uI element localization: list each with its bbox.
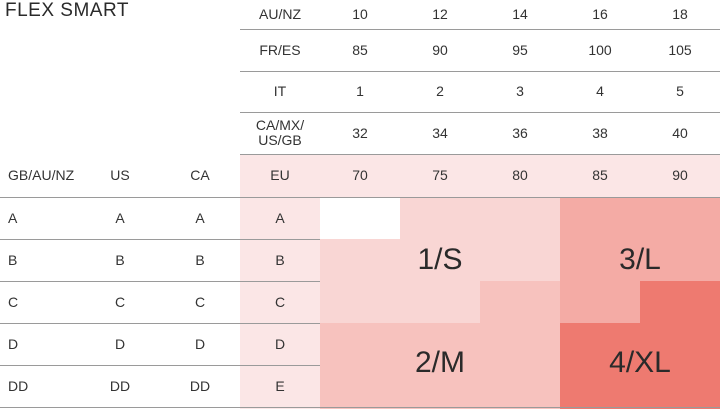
divider xyxy=(0,407,720,408)
cup-gb: A xyxy=(8,209,18,226)
divider xyxy=(240,154,720,155)
cup-gb: B xyxy=(8,251,18,268)
divider xyxy=(0,323,320,324)
size-label-m: 2/M xyxy=(414,346,465,379)
cup-eu: C xyxy=(274,293,286,310)
cup-ca: B xyxy=(195,251,205,268)
cup-eu: A xyxy=(275,209,285,226)
band-value: 95 xyxy=(512,41,528,58)
band-value: 38 xyxy=(592,124,608,141)
divider xyxy=(240,71,720,72)
band-value: 5 xyxy=(676,83,684,99)
band-value: 2 xyxy=(436,83,444,99)
band-value: 90 xyxy=(672,167,688,183)
eu-column-background xyxy=(240,197,320,409)
cup-header-us: US xyxy=(110,167,130,183)
cup-ca: D xyxy=(194,335,206,352)
band-value: 36 xyxy=(512,124,528,141)
divider xyxy=(240,29,720,30)
cup-ca: DD xyxy=(189,377,211,394)
band-value: 3 xyxy=(516,83,524,99)
band-value: 32 xyxy=(352,124,368,141)
cup-us: D xyxy=(114,335,126,352)
size-l-dark-block xyxy=(640,281,720,323)
size-label-xl: 4/XL xyxy=(609,346,671,379)
cup-header-ca: CA xyxy=(190,167,210,183)
band-value: 12 xyxy=(432,6,448,22)
cup-us: B xyxy=(115,251,125,268)
band-value: 4 xyxy=(596,83,604,99)
cup-ca: A xyxy=(195,209,205,226)
band-value: 34 xyxy=(432,124,448,141)
band-value: 90 xyxy=(432,41,448,58)
cup-ca: C xyxy=(194,293,206,310)
divider xyxy=(0,365,320,366)
size-label-l: 3/L xyxy=(619,243,661,276)
divider xyxy=(0,281,320,282)
band-value: 40 xyxy=(672,124,688,141)
cup-eu: E xyxy=(275,377,285,394)
size-mid-block xyxy=(480,281,560,323)
band-label-fr-es: FR/ES xyxy=(259,41,301,58)
band-label-au-nz: AU/NZ xyxy=(259,6,301,22)
cup-us: C xyxy=(114,293,126,310)
cup-us: A xyxy=(115,209,125,226)
cup-gb: D xyxy=(8,335,19,352)
size-label-s: 1/S xyxy=(417,243,463,276)
band-value: 85 xyxy=(592,167,608,183)
size-m-block xyxy=(320,323,560,409)
band-value: 1 xyxy=(356,83,364,99)
cup-gb: C xyxy=(8,293,19,310)
cup-gb: DD xyxy=(8,377,29,394)
band-value: 100 xyxy=(588,41,612,58)
size-xl-block xyxy=(560,323,720,409)
cup-us: DD xyxy=(109,377,131,394)
cup-eu: D xyxy=(274,335,286,352)
band-value: 16 xyxy=(592,6,608,22)
band-value: 10 xyxy=(352,6,368,22)
band-label-it: IT xyxy=(273,83,287,99)
divider xyxy=(0,197,720,198)
blank-block xyxy=(320,197,400,239)
band-value: 85 xyxy=(352,41,368,58)
page-title: FLEX SMART xyxy=(5,0,129,21)
divider xyxy=(0,239,320,240)
band-label-eu: EU xyxy=(270,167,290,183)
cup-header-gb-au-nz: GB/AU/NZ xyxy=(8,167,75,183)
band-value: 80 xyxy=(512,167,528,183)
band-value: 75 xyxy=(432,167,448,183)
band-value: 18 xyxy=(672,6,688,22)
band-label-ca-mx-us-gb: CA/MX/ US/GB xyxy=(255,117,305,148)
band-value: 105 xyxy=(668,41,692,58)
eu-row-background xyxy=(240,154,720,197)
cup-eu: B xyxy=(275,251,285,268)
band-value: 70 xyxy=(352,167,368,183)
divider xyxy=(240,112,720,113)
band-value: 14 xyxy=(512,6,528,22)
